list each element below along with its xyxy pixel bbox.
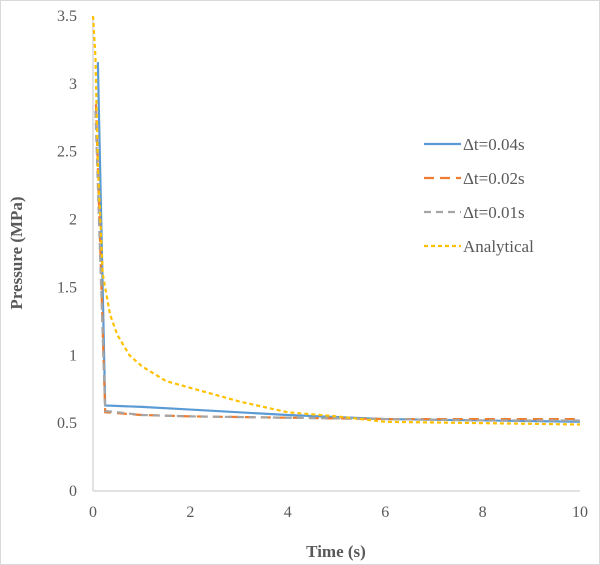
y-tick-label: 3.5 (57, 8, 77, 25)
y-tick-label: 3 (69, 76, 77, 93)
y-axis-title: Pressure (MPa) (7, 196, 26, 309)
x-tick-label: 4 (284, 504, 292, 521)
y-tick-label: 2.5 (57, 144, 77, 161)
y-tick-label: 1.5 (57, 279, 77, 296)
y-tick-label: 0.5 (57, 415, 77, 432)
y-tick-label: 2 (69, 212, 77, 229)
y-tick-label: 0 (69, 483, 77, 500)
series-line-analytical (91, 15, 581, 426)
x-tick-label: 2 (186, 504, 194, 521)
legend-label: Δt=0.02s (463, 169, 525, 188)
legend-label: Analytical (463, 237, 534, 256)
legend-label: Δt=0.04s (463, 135, 525, 154)
y-tick-label: 1 (69, 347, 77, 364)
x-axis-title: Time (s) (306, 542, 366, 561)
x-tick-label: 6 (381, 504, 389, 521)
series-line--t-0-01s (94, 110, 580, 422)
x-tick-label: 0 (89, 504, 97, 521)
legend-label: Δt=0.01s (463, 203, 525, 222)
x-tick-label: 10 (572, 504, 588, 521)
x-tick-label: 8 (479, 504, 487, 521)
